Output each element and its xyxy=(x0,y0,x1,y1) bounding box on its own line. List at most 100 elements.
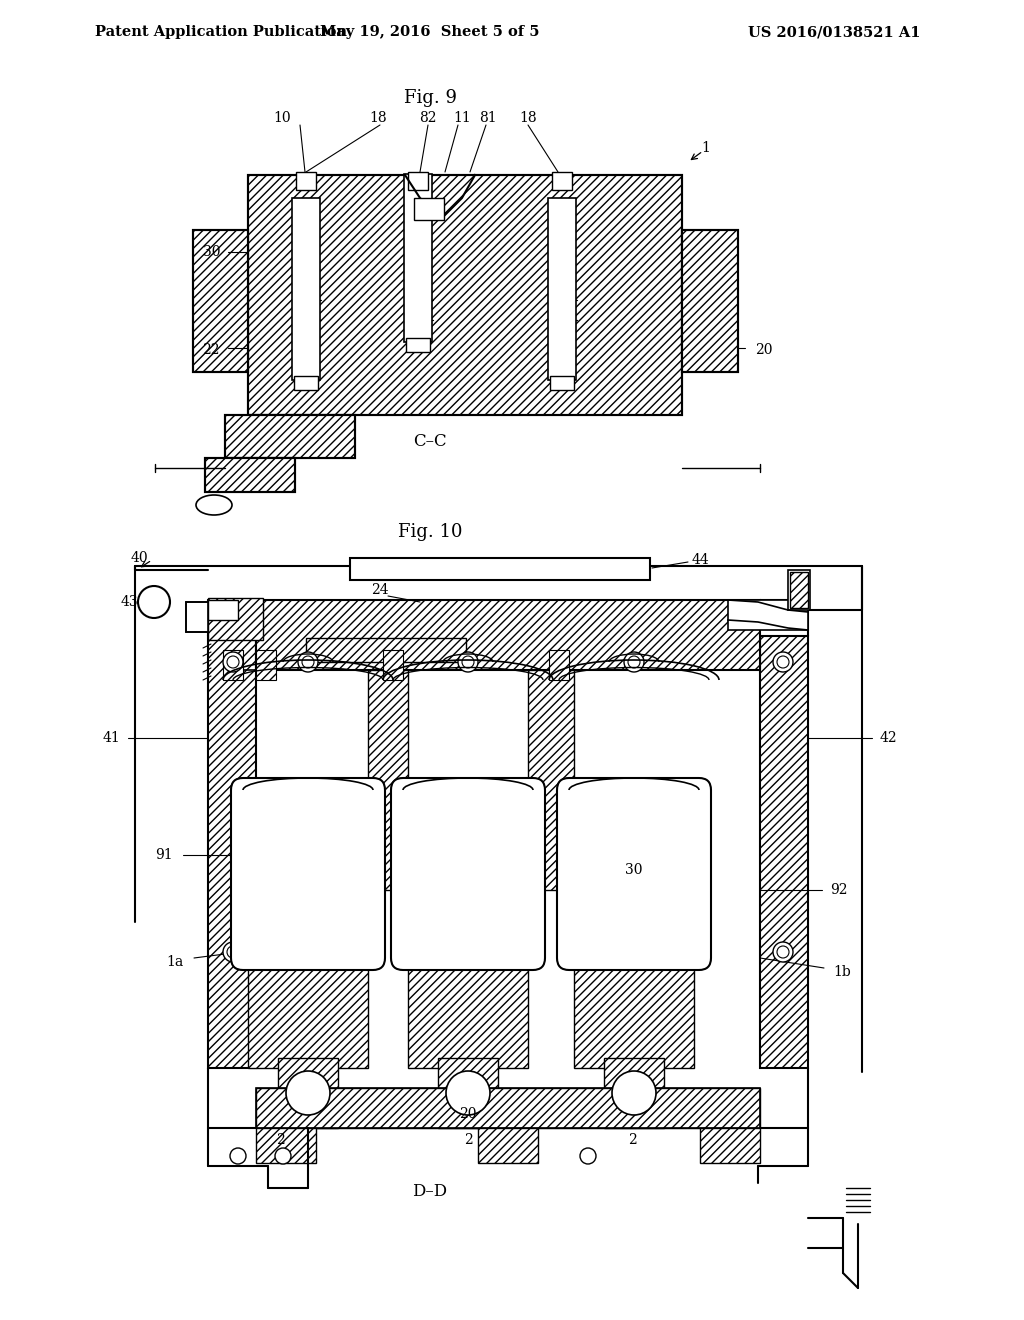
Circle shape xyxy=(773,942,793,962)
Text: 20: 20 xyxy=(459,1107,477,1121)
FancyBboxPatch shape xyxy=(391,777,545,970)
Bar xyxy=(208,636,256,1068)
Circle shape xyxy=(462,656,474,668)
Bar xyxy=(248,956,368,1068)
Text: Fig. 9: Fig. 9 xyxy=(403,88,457,107)
Circle shape xyxy=(612,1071,656,1115)
Bar xyxy=(294,376,318,389)
Circle shape xyxy=(446,1071,490,1115)
Bar xyxy=(186,602,208,632)
Circle shape xyxy=(223,652,243,672)
Circle shape xyxy=(302,656,314,668)
Bar xyxy=(404,174,432,342)
Circle shape xyxy=(777,656,790,668)
Bar xyxy=(223,649,243,680)
Bar xyxy=(574,956,694,1068)
Bar xyxy=(292,198,319,380)
Bar xyxy=(248,176,682,414)
Text: 24: 24 xyxy=(371,583,389,597)
Circle shape xyxy=(628,946,640,958)
Circle shape xyxy=(773,652,793,672)
Bar xyxy=(193,230,248,372)
Bar xyxy=(208,598,263,640)
Text: D–D: D–D xyxy=(413,1184,447,1200)
Bar xyxy=(205,458,295,492)
FancyBboxPatch shape xyxy=(557,777,711,970)
Text: 44: 44 xyxy=(691,553,709,568)
Bar xyxy=(256,601,760,671)
Text: May 19, 2016  Sheet 5 of 5: May 19, 2016 Sheet 5 of 5 xyxy=(321,25,540,40)
Text: 2: 2 xyxy=(628,1133,636,1147)
Bar xyxy=(383,649,403,680)
Bar xyxy=(790,572,808,609)
Text: 2: 2 xyxy=(464,1133,472,1147)
Bar xyxy=(205,458,295,492)
Bar xyxy=(256,1088,760,1129)
Bar xyxy=(193,230,248,372)
Bar xyxy=(306,638,466,663)
Text: 22: 22 xyxy=(203,343,220,356)
Bar xyxy=(728,601,808,630)
Text: 92: 92 xyxy=(830,883,848,898)
Bar xyxy=(548,198,575,380)
Bar xyxy=(208,601,238,620)
Bar xyxy=(225,414,355,458)
Text: 1a: 1a xyxy=(167,954,184,969)
Text: 42: 42 xyxy=(880,731,898,744)
Text: Patent Application Publication: Patent Application Publication xyxy=(95,25,347,40)
Text: 41: 41 xyxy=(102,731,120,744)
Bar xyxy=(368,671,408,890)
Text: 10: 10 xyxy=(273,111,291,125)
Bar xyxy=(760,636,808,1068)
Circle shape xyxy=(275,1148,291,1164)
Bar xyxy=(682,230,738,372)
Text: 43: 43 xyxy=(121,595,138,609)
Bar xyxy=(528,671,574,890)
Bar xyxy=(408,172,428,190)
Bar xyxy=(788,570,810,610)
Text: 91: 91 xyxy=(156,847,173,862)
Text: C–C: C–C xyxy=(414,433,446,450)
Text: 2: 2 xyxy=(275,1133,285,1147)
Bar xyxy=(700,1129,760,1163)
Circle shape xyxy=(227,656,239,668)
Bar xyxy=(208,636,256,1068)
Circle shape xyxy=(138,586,170,618)
Bar xyxy=(408,956,528,1068)
Text: 11: 11 xyxy=(454,111,471,125)
Circle shape xyxy=(458,942,478,962)
Bar xyxy=(414,198,444,220)
Circle shape xyxy=(628,656,640,668)
Bar xyxy=(225,414,355,458)
Circle shape xyxy=(624,652,644,672)
Circle shape xyxy=(580,1148,596,1164)
Bar xyxy=(256,601,760,671)
Text: 40: 40 xyxy=(130,550,148,565)
Bar xyxy=(256,1129,316,1163)
Circle shape xyxy=(298,652,318,672)
FancyBboxPatch shape xyxy=(231,777,385,970)
Text: Fig. 10: Fig. 10 xyxy=(397,523,462,541)
Circle shape xyxy=(227,946,239,958)
Text: 82: 82 xyxy=(419,111,437,125)
Bar xyxy=(760,636,808,1068)
Bar xyxy=(278,1059,338,1129)
Bar xyxy=(350,558,650,579)
Bar xyxy=(552,172,572,190)
Text: 81: 81 xyxy=(479,111,497,125)
Bar xyxy=(550,376,574,389)
Bar xyxy=(296,172,316,190)
Text: 30: 30 xyxy=(203,246,220,259)
Circle shape xyxy=(624,942,644,962)
Bar xyxy=(256,649,276,680)
Bar xyxy=(682,230,738,372)
Circle shape xyxy=(777,946,790,958)
Circle shape xyxy=(230,1148,246,1164)
Text: 1: 1 xyxy=(701,141,711,154)
Text: 18: 18 xyxy=(370,111,387,125)
Bar xyxy=(604,1059,664,1129)
Circle shape xyxy=(458,652,478,672)
Circle shape xyxy=(286,1071,330,1115)
Ellipse shape xyxy=(196,495,232,515)
Bar xyxy=(549,649,569,680)
